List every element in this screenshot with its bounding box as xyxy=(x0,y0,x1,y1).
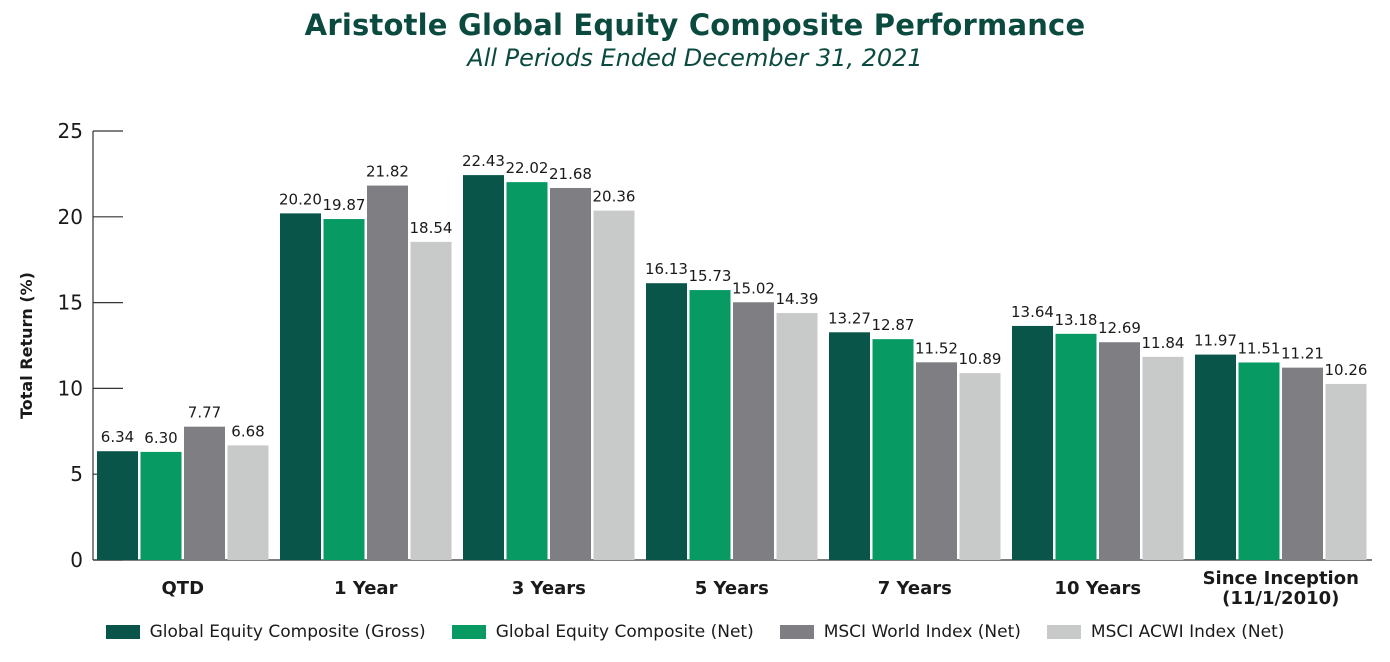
bar xyxy=(550,187,591,561)
bar xyxy=(872,339,914,560)
legend-item: MSCI World Index (Net) xyxy=(779,622,1021,642)
data-label: 15.73 xyxy=(689,267,732,285)
legend-label: MSCI ACWI Index (Net) xyxy=(1090,622,1285,642)
bar xyxy=(1012,325,1053,560)
chart-subtitle: All Periods Ended December 31, 2021 xyxy=(467,44,923,72)
data-label: 20.20 xyxy=(279,190,322,208)
category-label: 3 Years xyxy=(512,578,586,599)
bar xyxy=(733,302,774,560)
data-label: 16.13 xyxy=(645,260,688,278)
bar xyxy=(1238,362,1280,560)
legend-item: Global Equity Composite (Gross) xyxy=(105,622,426,642)
bar xyxy=(140,451,182,560)
legend-label: Global Equity Composite (Net) xyxy=(495,622,754,642)
y-tick-label: 10 xyxy=(58,376,83,400)
y-tick-label: 20 xyxy=(58,205,83,229)
legend-swatch xyxy=(1046,625,1081,639)
category-label: 10 Years xyxy=(1054,578,1141,599)
data-label: 7.77 xyxy=(188,404,221,422)
legend: Global Equity Composite (Gross) Global Eq… xyxy=(0,622,1390,642)
legend-swatch xyxy=(451,625,486,639)
data-label: 21.82 xyxy=(366,163,409,181)
y-tick-label: 25 xyxy=(58,119,83,143)
bar xyxy=(280,213,321,561)
data-label: 12.69 xyxy=(1098,319,1141,337)
data-label: 11.51 xyxy=(1238,339,1281,357)
bar xyxy=(1142,356,1184,560)
data-label: 6.34 xyxy=(101,428,134,446)
bar xyxy=(959,373,1001,560)
legend-item: MSCI ACWI Index (Net) xyxy=(1046,622,1285,642)
bar xyxy=(227,445,269,560)
data-label: 11.84 xyxy=(1142,334,1185,352)
bar xyxy=(593,210,635,560)
bar xyxy=(463,175,504,560)
data-label: 12.87 xyxy=(872,316,915,334)
bar xyxy=(1325,383,1367,560)
data-label: 13.18 xyxy=(1055,311,1098,329)
data-label: 6.68 xyxy=(231,422,264,440)
legend-swatch xyxy=(779,625,814,639)
data-label: 14.39 xyxy=(776,290,819,308)
bar-chart: 0 5 10 15 20 25 Total Return (%) 6.34 6.30 7.77 6.… xyxy=(17,119,1372,609)
data-label: 18.54 xyxy=(410,219,453,237)
chart-title: Aristotle Global Equity Composite Perfor… xyxy=(304,8,1086,42)
category-label: 7 Years xyxy=(878,578,952,599)
bar xyxy=(689,290,731,560)
bar xyxy=(1195,354,1236,560)
data-label: 15.02 xyxy=(732,279,775,297)
category-label: 5 Years xyxy=(695,578,769,599)
bar xyxy=(323,219,365,560)
bar xyxy=(1055,333,1097,560)
category-label: Since Inception xyxy=(1203,568,1359,589)
bar xyxy=(1282,367,1323,560)
legend-item: Global Equity Composite (Net) xyxy=(451,622,754,642)
data-label: 13.27 xyxy=(828,309,871,327)
legend-swatch xyxy=(105,625,140,639)
bar xyxy=(1099,342,1140,560)
bar xyxy=(916,362,957,560)
data-label: 21.68 xyxy=(549,165,592,183)
legend-label: MSCI World Index (Net) xyxy=(823,622,1021,642)
bar xyxy=(367,185,408,561)
legend-label: Global Equity Composite (Gross) xyxy=(149,622,426,642)
data-label: 20.36 xyxy=(593,188,636,206)
y-axis-label: Total Return (%) xyxy=(17,272,36,419)
bar xyxy=(506,182,548,561)
data-label: 10.26 xyxy=(1325,361,1368,379)
data-label: 10.89 xyxy=(959,350,1002,368)
bar xyxy=(410,241,452,560)
data-label: 22.43 xyxy=(462,152,505,170)
data-label: 13.64 xyxy=(1011,303,1054,321)
data-label: 11.52 xyxy=(915,339,958,357)
bar xyxy=(184,426,225,560)
bar xyxy=(776,313,818,560)
y-tick-label: 5 xyxy=(70,462,83,486)
data-label: 11.21 xyxy=(1281,345,1324,363)
y-tick-label: 15 xyxy=(58,291,83,315)
bar xyxy=(97,451,138,560)
bar xyxy=(829,332,870,560)
bar xyxy=(646,283,687,560)
data-label: 22.02 xyxy=(506,159,549,177)
category-label: (11/1/2010) xyxy=(1222,588,1339,609)
y-tick-label: 0 xyxy=(70,548,83,572)
category-label: 1 Year xyxy=(334,578,398,599)
data-label: 11.97 xyxy=(1194,332,1237,350)
category-label: QTD xyxy=(161,578,204,599)
data-label: 6.30 xyxy=(144,429,177,447)
data-label: 19.87 xyxy=(323,196,366,214)
